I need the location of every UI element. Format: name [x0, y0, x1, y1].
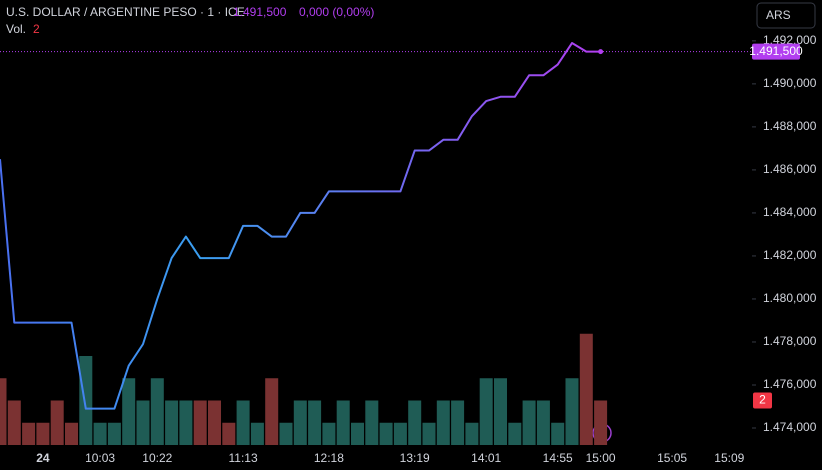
volume-bar: [536, 400, 550, 445]
volume-bar: [65, 422, 78, 445]
volume-bar: [465, 422, 479, 445]
volume-bar: [408, 400, 422, 445]
volume-bar: [7, 400, 21, 445]
volume-bar: [479, 378, 493, 445]
x-tick-label: 13:19: [400, 451, 430, 465]
volume-bar: [36, 422, 50, 445]
volume-bar: [451, 400, 465, 445]
volume-bar: [122, 378, 136, 445]
volume-bar: [222, 422, 236, 445]
currency-button[interactable]: [756, 2, 816, 29]
volume-bar: [508, 422, 522, 445]
last-price: 1.491,500: [233, 5, 287, 19]
x-tick-label: 24: [36, 451, 50, 465]
y-tick-label: 1.488,000: [763, 119, 817, 133]
x-tick-label: 14:01: [471, 451, 501, 465]
x-tick-label: 12:18: [314, 451, 344, 465]
y-tick-label: 1.482,000: [763, 248, 817, 262]
volume-value: 2: [33, 22, 40, 36]
volume-bar: [179, 400, 193, 445]
volume-bar: [393, 422, 407, 445]
volume-bar: [522, 400, 536, 445]
currency-label[interactable]: ARS: [766, 8, 791, 22]
y-tick-label: 1.478,000: [763, 334, 817, 348]
volume-label: Vol.: [6, 22, 26, 36]
x-tick-label: 10:22: [142, 451, 172, 465]
x-tick-label: 11:13: [229, 451, 258, 465]
x-tick-label: 14:55: [543, 451, 573, 465]
y-tick-label: 1.480,000: [763, 291, 817, 305]
volume-bar: [308, 400, 322, 445]
x-tick-label: 15:00: [586, 451, 616, 465]
volume-bar: [293, 400, 307, 445]
volume-bar: [150, 378, 164, 445]
volume-bar: [208, 400, 221, 445]
volume-bar: [494, 378, 507, 445]
volume-tag-label: 2: [759, 393, 766, 407]
volume-bar: [265, 378, 279, 445]
volume-bar: [422, 422, 436, 445]
volume-bar: [436, 400, 450, 445]
y-tick-label: 1.484,000: [763, 205, 817, 219]
volume-bar: [365, 400, 379, 445]
price-change: 0,000 (0,00%): [299, 5, 374, 19]
volume-bar: [50, 400, 64, 445]
y-tick-label: 1.492,000: [763, 33, 817, 47]
volume-bar: [236, 400, 250, 445]
y-tick-label: 1.474,000: [763, 420, 817, 434]
last-price-tag: [752, 43, 800, 60]
last-price-tag-label: 1.491,500: [749, 44, 803, 58]
volume-bar: [193, 400, 207, 445]
volume-bar: [93, 422, 107, 445]
volume-bar: [379, 422, 393, 445]
volume-bar: [136, 400, 150, 445]
price-line: [0, 42, 601, 410]
volume-bar: [551, 422, 565, 445]
volume-bar: [565, 378, 579, 445]
volume-bar: [0, 378, 7, 445]
y-tick-label: 1.490,000: [763, 76, 817, 90]
last-point: [598, 49, 604, 55]
volume-bar: [250, 422, 264, 445]
volume-bar: [165, 400, 179, 445]
volume-bar: [279, 422, 293, 445]
x-tick-label: 10:03: [85, 451, 115, 465]
volume-bar: [107, 422, 121, 445]
volume-bar: [351, 422, 364, 445]
volume-bar: [322, 422, 336, 445]
volume-bar: [579, 333, 593, 445]
y-tick-label: 1.486,000: [763, 162, 817, 176]
volume-bar: [594, 400, 608, 445]
volume-bar: [22, 422, 36, 445]
y-tick-label: 1.476,000: [763, 377, 817, 391]
chart-title: U.S. DOLLAR / ARGENTINE PESO · 1 · ICE: [6, 5, 245, 19]
volume-bar: [336, 400, 350, 445]
volume-bar: [79, 356, 93, 445]
x-tick-label: 15:09: [714, 451, 744, 465]
x-tick-label: 15:05: [657, 451, 687, 465]
volume-tag: [753, 392, 772, 409]
